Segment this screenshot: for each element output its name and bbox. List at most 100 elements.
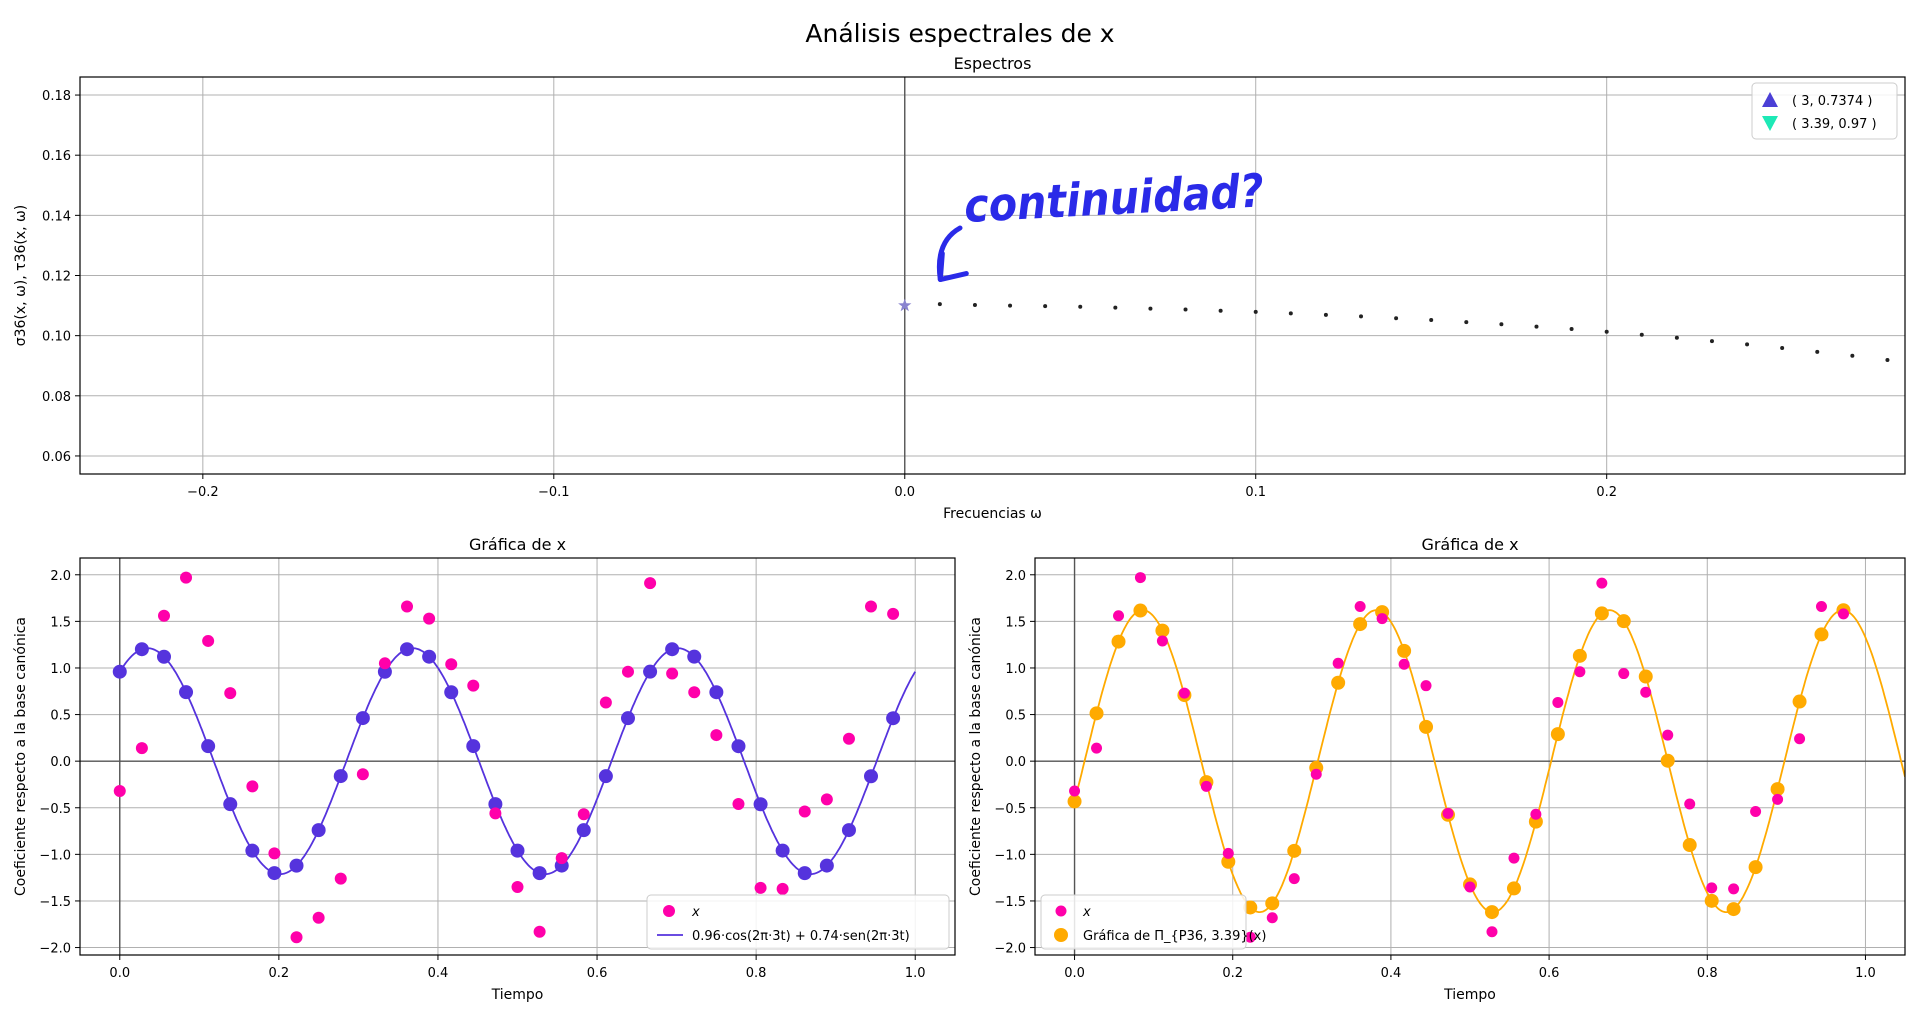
y-tick-label: 0.06 [42,450,71,465]
data-point [246,780,259,793]
annotation-text: continuidad? [963,163,1265,233]
data-point [1354,600,1366,612]
spectrum-dot [1043,304,1048,309]
data-point [887,607,900,620]
data-point [577,808,590,821]
time-series-left-axes: 0.0 0.2 0.4 0.6 0.8 1.0 −2.0 −1.5 −1.0 −0.5 0.0 0.5… [13,535,956,1003]
fit-sample-point [355,711,370,726]
fit-sample-point [886,711,901,726]
y-tick-label: 2.0 [1005,569,1026,584]
fit-sample-point [576,823,591,838]
data-point [621,665,634,678]
y-tick-label: 0.18 [42,89,71,104]
data-point [1244,931,1256,943]
data-point [290,931,303,944]
fit-sample-point [112,664,127,679]
spectrum-dot [1604,329,1609,334]
data-point [798,805,811,818]
projection-point [1133,603,1148,618]
projection-point [1550,727,1565,742]
y-tick-label: 1.0 [1005,662,1026,677]
data-point [1815,600,1827,612]
data-point [1266,912,1278,924]
data-point [1288,873,1300,885]
y-axis-label: Coeficiente respecto a la base canónica [13,617,29,896]
projection-point [1638,669,1653,684]
data-point [820,793,833,806]
spectrum-dot [1499,322,1504,327]
projection-point [1726,902,1741,917]
data-point [467,679,480,692]
projection-point [1089,706,1104,721]
data-point [224,687,237,700]
y-axis-label: σ36(x, ω), τ36(x, ω) [13,205,29,347]
x-tick-label: 0.1 [1245,485,1266,500]
data-point [445,658,458,671]
y-tick-label: 0.10 [42,330,71,345]
spectrum-dot [1113,305,1118,310]
spectrum-dot [1323,312,1328,317]
axes-frame [79,76,1906,475]
data-point [268,847,281,860]
y-tick-label: −1.5 [994,895,1026,910]
legend-x-label: x [1082,905,1091,920]
spectrum-dot [1709,339,1714,344]
plot-area [112,571,916,944]
axes-title: Gráfica de x [469,535,566,554]
fit-sample-point [643,664,658,679]
data-point [644,577,657,590]
data-point [599,696,612,709]
x-tick-label: 0.8 [1697,966,1718,981]
data-point [1662,729,1674,741]
legend-x-marker [663,905,675,917]
triangle-down-icon [1762,116,1778,131]
data-point [1552,696,1564,708]
y-tick-label: 2.0 [50,569,71,584]
x-tick-label: −0.2 [187,485,219,500]
fit-sample-point [819,858,834,873]
fit-sample-point [289,858,304,873]
data-point [334,872,347,885]
projection-point [1704,893,1719,908]
y-tick-label: 0.08 [42,390,71,405]
fit-sample-point [687,649,702,664]
data-point [1376,613,1388,625]
figure-suptitle: Análisis espectrales de x [805,19,1114,48]
fit-sample-point [620,711,635,726]
data-point [1618,668,1630,680]
data-point [666,667,679,680]
data-point [865,600,877,613]
data-point [135,742,148,755]
data-point [180,571,193,584]
x-tick-label: 0.2 [1222,966,1243,981]
data-point [1222,847,1234,859]
projection-point [1287,843,1302,858]
x-tick-label: 0.0 [894,485,915,500]
data-point [423,612,436,625]
projection-point [1770,782,1785,797]
data-point [1178,687,1190,699]
y-tick-label: −0.5 [39,802,71,817]
fit-sample-point [311,823,326,838]
x-axis-label: Tiempo [491,987,544,1003]
spectrum-dot [1148,306,1153,311]
x-tick-label: 0.4 [1381,966,1402,981]
projection-point [1265,896,1280,911]
y-tick-label: 0.0 [1005,755,1026,770]
spectrum-dot [1850,353,1855,358]
projection-point [1616,614,1631,629]
fit-sample-point [377,664,392,679]
data-point [1442,807,1454,819]
spectrum-dot [1464,320,1469,325]
fit-sample-point [333,769,348,784]
x-axis-label: Tiempo [1443,987,1496,1003]
legend-box [1751,82,1898,140]
fit-sample-point [223,797,238,812]
legend-projection-label: Gráfica de Π_{P36, 3.39}(x) [1083,929,1266,944]
y-tick-label: 0.5 [1005,709,1026,724]
spectrum-dot [972,302,977,307]
projection-point [1660,753,1675,768]
y-tick-label: −1.0 [39,848,71,863]
projection-point [1572,648,1587,663]
